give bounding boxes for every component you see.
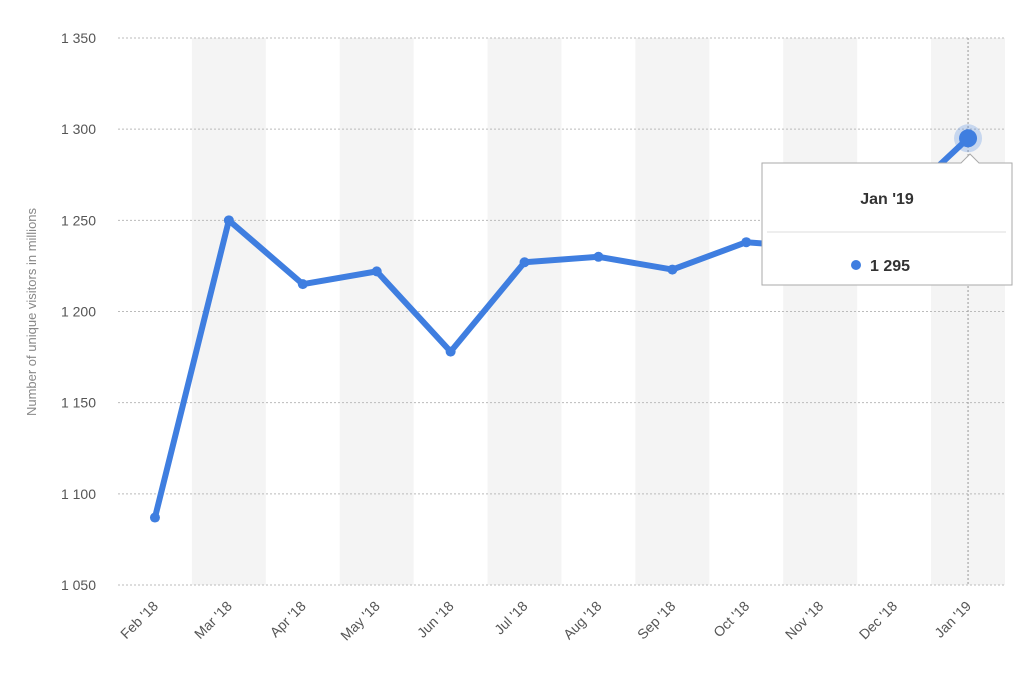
- y-axis-title: Number of unique visitors in millions: [24, 207, 39, 416]
- marker: [223, 215, 234, 226]
- tooltip-box: [761, 153, 1013, 286]
- marker: [445, 346, 456, 357]
- y-tick-label: 1 300: [61, 121, 96, 137]
- y-tick-label: 1 150: [61, 395, 96, 411]
- x-tick-label: Feb '18: [117, 598, 161, 642]
- x-tick-label: Apr '18: [267, 598, 310, 641]
- marker: [297, 279, 308, 290]
- y-tick-label: 1 100: [61, 486, 96, 502]
- tooltip-value: 1 295: [870, 258, 910, 275]
- x-tick-label: Jul '18: [491, 598, 531, 638]
- marker: [667, 264, 678, 275]
- y-tick-label: 1 050: [61, 577, 96, 593]
- marker: [519, 257, 530, 268]
- tooltip-title: Jan '19: [860, 191, 914, 208]
- tooltip: Jan '19 1 295: [761, 153, 1013, 286]
- x-tick-label: Nov '18: [782, 598, 827, 643]
- marker: [959, 129, 978, 148]
- y-tick-label: 1 350: [61, 30, 96, 46]
- grid: [118, 37, 1005, 586]
- x-tick-label: Jan '19: [931, 598, 974, 641]
- tooltip-dot: [851, 260, 861, 270]
- y-tick-label: 1 250: [61, 212, 96, 228]
- x-tick-label: Oct '18: [710, 598, 753, 641]
- x-tick-label: Dec '18: [856, 598, 901, 643]
- band: [339, 38, 414, 585]
- x-tick-label: Sep '18: [634, 598, 679, 643]
- x-tick-label: May '18: [337, 598, 383, 644]
- y-tick-label: 1 200: [61, 304, 96, 320]
- marker: [593, 251, 604, 262]
- x-tick-label: Aug '18: [560, 598, 605, 643]
- x-tick-label: Jun '18: [414, 598, 457, 641]
- marker: [149, 512, 160, 523]
- marker: [741, 237, 752, 248]
- marker: [371, 266, 382, 277]
- x-tick-label: Mar '18: [191, 598, 235, 642]
